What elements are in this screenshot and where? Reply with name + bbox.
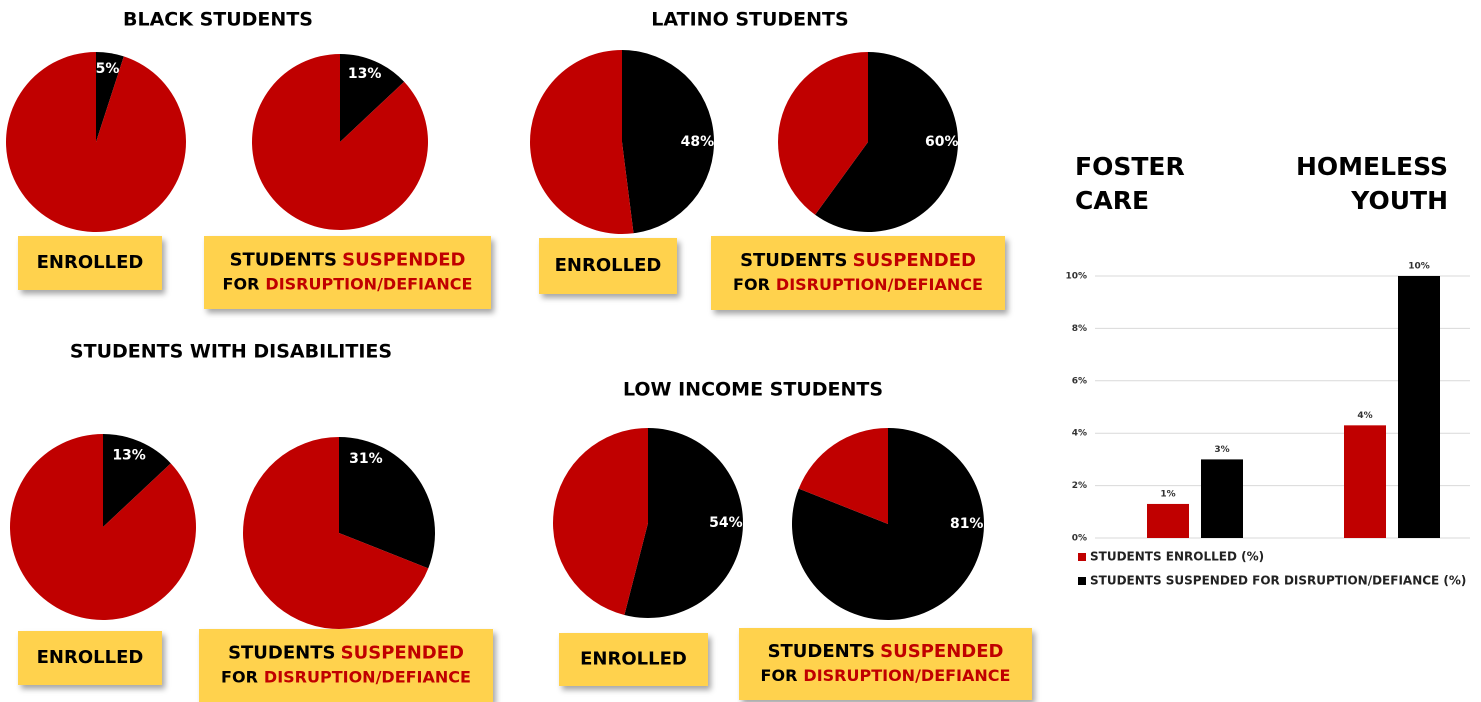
caption: STUDENTS SUSPENDED [740, 250, 976, 271]
slice-label: 48% [681, 134, 715, 150]
caption-part: DISRUPTION/DEFIANCE [803, 666, 1010, 685]
caption: STUDENTS SUSPENDED [768, 641, 1004, 662]
pie-slice [252, 54, 428, 231]
pie-slice [9, 434, 196, 620]
caption-part: DISRUPTION/DEFIANCE [265, 274, 472, 293]
caption-part: ENROLLED [580, 649, 687, 670]
caption-part: STUDENTS [740, 250, 847, 271]
caption-part: FOR [733, 275, 770, 294]
y-tick-label: 2% [1072, 481, 1087, 491]
legend-label: STUDENTS ENROLLED (%) [1090, 550, 1264, 564]
pie-slice [815, 52, 959, 233]
slice-label: 13% [348, 66, 382, 82]
bar-label: 10% [1408, 262, 1430, 272]
bar [1147, 503, 1189, 538]
category-heading-box: HOMELESS YOUTH [1295, 152, 1448, 215]
y-tick-label: 8% [1072, 324, 1087, 334]
group-title: LATINO STUDENTS [651, 9, 848, 31]
caption-part: DISRUPTION/DEFIANCE [264, 667, 471, 686]
caption: STUDENTS SUSPENDED [230, 250, 466, 271]
caption-part: ENROLLED [37, 252, 144, 273]
caption: FOR DISRUPTION/DEFIANCE [223, 274, 473, 293]
caption: FOR DISRUPTION/DEFIANCE [761, 666, 1011, 685]
caption-part: SUSPENDED [880, 641, 1003, 662]
caption-box [711, 236, 1005, 310]
caption-part: FOR [761, 666, 798, 685]
caption-part: ENROLLED [37, 647, 144, 668]
category-heading: HOMELESS YOUTH [1295, 152, 1448, 215]
slice-label: 5% [96, 61, 120, 77]
category-heading-box: FOSTER CARE YOUTH [1075, 152, 1185, 215]
y-tick-label: 10% [1065, 272, 1087, 282]
caption-part: SUSPENDED [853, 250, 976, 271]
caption: ENROLLED [37, 647, 144, 668]
pie-slice [778, 52, 868, 215]
pie-slice [243, 437, 429, 630]
caption-part: SUSPENDED [341, 643, 464, 664]
pie-slice [103, 434, 171, 527]
caption-part: STUDENTS [768, 641, 875, 662]
pie-slice [798, 428, 888, 524]
caption-part: FOR [223, 274, 260, 293]
caption: ENROLLED [555, 255, 662, 276]
group-title: STUDENTS WITH DISABILITIES [70, 341, 392, 363]
pie-slice [96, 52, 124, 142]
caption: FOR DISRUPTION/DEFIANCE [221, 667, 471, 686]
caption-part: STUDENTS [228, 643, 335, 664]
pie-slice [6, 52, 187, 232]
caption-part: DISRUPTION/DEFIANCE [776, 275, 983, 294]
caption: FOR DISRUPTION/DEFIANCE [733, 275, 983, 294]
caption-part: STUDENTS [230, 250, 337, 271]
slice-label: 81% [950, 516, 984, 532]
caption-box [18, 236, 162, 290]
caption-part: ENROLLED [555, 255, 662, 276]
bar-label: 4% [1357, 411, 1372, 421]
caption-part: SUSPENDED [342, 250, 465, 271]
pie-slice [624, 428, 743, 618]
caption-box [18, 631, 162, 685]
slice-label: 13% [112, 447, 146, 463]
caption: ENROLLED [580, 649, 687, 670]
caption-box [539, 238, 677, 294]
pie-slice [622, 50, 715, 234]
group-title: LOW INCOME STUDENTS [623, 379, 883, 401]
caption-box [739, 628, 1032, 700]
bar [1201, 459, 1243, 538]
category-heading: FOSTER CARE YOUTH [1075, 152, 1185, 215]
bar-label: 1% [1160, 489, 1175, 499]
caption-part: FOR [221, 667, 258, 686]
legend-swatch [1078, 577, 1086, 585]
caption: STUDENTS SUSPENDED [228, 643, 464, 664]
y-tick-label: 4% [1072, 429, 1087, 439]
pie-slice [792, 428, 985, 620]
pie-slice [340, 54, 405, 142]
pie-slice [339, 437, 435, 569]
pie-slice [553, 428, 648, 616]
pie-slice [530, 50, 634, 234]
bar [1344, 425, 1386, 538]
legend-label: STUDENTS SUSPENDED FOR DISRUPTION/DEFIAN… [1090, 574, 1466, 588]
y-tick-label: 6% [1072, 376, 1087, 386]
legend-swatch [1078, 553, 1086, 561]
slice-label: 31% [349, 451, 383, 467]
bar-label: 3% [1214, 445, 1229, 455]
bar [1398, 276, 1440, 538]
caption-box [204, 236, 491, 309]
caption-box [559, 633, 708, 686]
caption: ENROLLED [37, 252, 144, 273]
slice-label: 60% [925, 134, 959, 150]
slice-label: 54% [709, 515, 743, 531]
caption-box [199, 629, 493, 702]
y-tick-label: 0% [1072, 534, 1087, 544]
group-title: BLACK STUDENTS [123, 9, 313, 31]
